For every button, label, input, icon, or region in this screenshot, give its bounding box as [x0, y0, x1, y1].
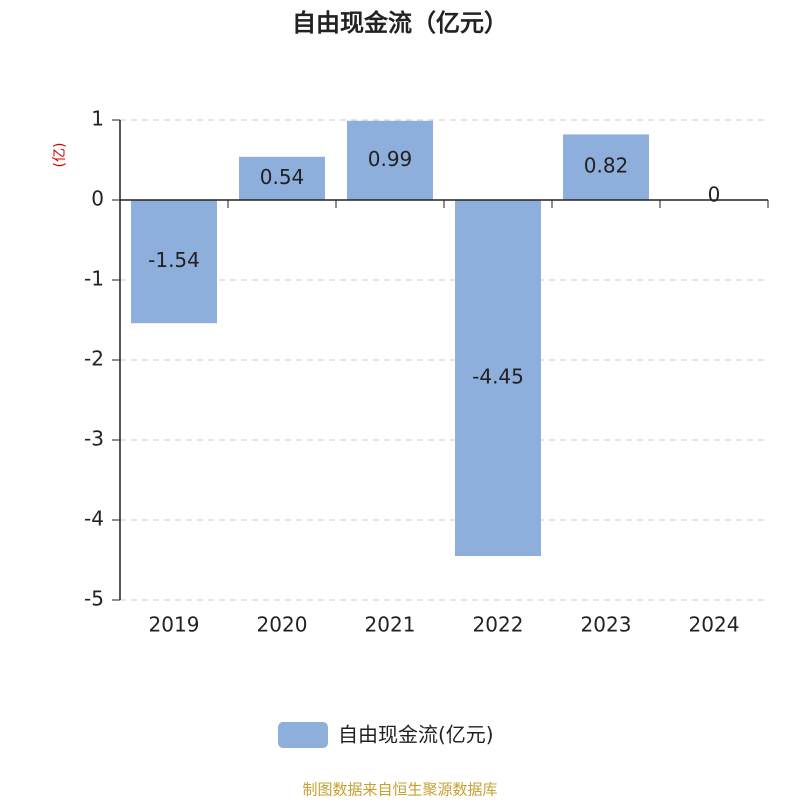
x-tick-label: 2020: [257, 613, 308, 637]
x-tick-label: 2024: [689, 613, 740, 637]
y-tick-label: -1: [84, 267, 104, 291]
footer: 制图数据来自恒生聚源数据库: [302, 781, 497, 799]
y-tick-label: -5: [84, 587, 104, 611]
bar: [131, 200, 217, 324]
chart-title: 自由现金流（亿元）: [292, 9, 508, 37]
bar: [347, 120, 433, 200]
x-tick-label: 2022: [473, 613, 524, 637]
y-tick-label: 1: [91, 107, 104, 131]
legend-swatch: [278, 722, 328, 748]
x-tick-label: 2019: [149, 613, 200, 637]
y-tick-label: -4: [84, 507, 104, 531]
bar: [239, 156, 325, 200]
bar: [563, 134, 649, 200]
data-label: -4.45: [472, 365, 524, 389]
data-label: 0: [708, 183, 721, 207]
y-axis-label: (亿): [52, 143, 68, 168]
data-label: 0.82: [584, 154, 629, 178]
x-tick-label: 2023: [581, 613, 632, 637]
y-tick-label: -2: [84, 347, 104, 371]
data-label: -1.54: [148, 248, 200, 272]
y-tick-label: -3: [84, 427, 104, 451]
x-tick-label: 2021: [365, 613, 416, 637]
data-label: 0.99: [368, 147, 413, 171]
legend-label: 自由现金流(亿元): [338, 723, 494, 747]
bar: [455, 200, 541, 556]
data-label: 0.54: [260, 165, 305, 189]
y-tick-label: 0: [91, 187, 104, 211]
